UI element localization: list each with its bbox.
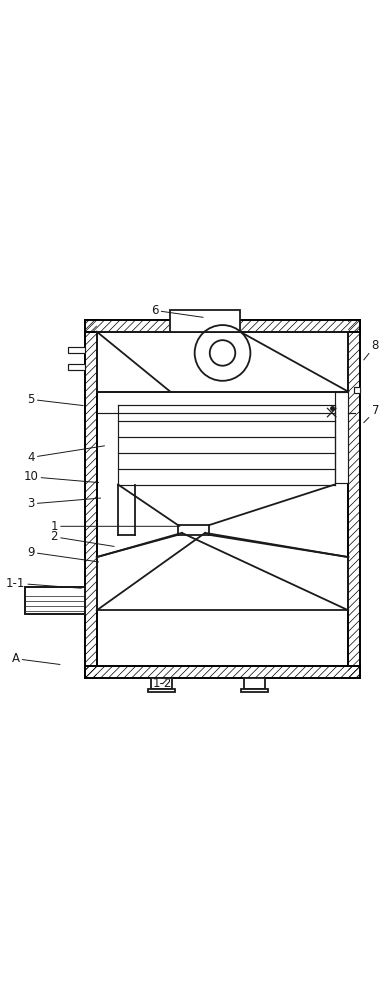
Text: 10: 10: [24, 470, 99, 483]
Text: 5: 5: [27, 393, 83, 406]
Bar: [244, 678, 265, 689]
Bar: [148, 689, 175, 692]
Bar: [25, 587, 85, 614]
Bar: [354, 387, 360, 393]
Bar: [348, 320, 360, 678]
Bar: [85, 666, 360, 678]
Text: A: A: [12, 652, 60, 665]
Bar: [85, 320, 97, 678]
Text: 8: 8: [364, 339, 379, 360]
Text: 1-1: 1-1: [6, 577, 81, 590]
Text: 1-2: 1-2: [153, 677, 172, 690]
Bar: [85, 320, 360, 332]
Bar: [151, 678, 172, 689]
Text: 2: 2: [50, 530, 114, 546]
Text: 6: 6: [151, 304, 203, 317]
Text: 3: 3: [27, 497, 101, 510]
Bar: [170, 310, 240, 332]
Bar: [25, 587, 85, 614]
Text: 1: 1: [50, 520, 180, 533]
Text: 4: 4: [27, 446, 104, 464]
Bar: [335, 392, 348, 483]
Bar: [68, 347, 85, 353]
Text: 7: 7: [364, 404, 379, 423]
Bar: [241, 689, 268, 692]
Text: 9: 9: [27, 546, 99, 562]
Bar: [68, 364, 85, 370]
